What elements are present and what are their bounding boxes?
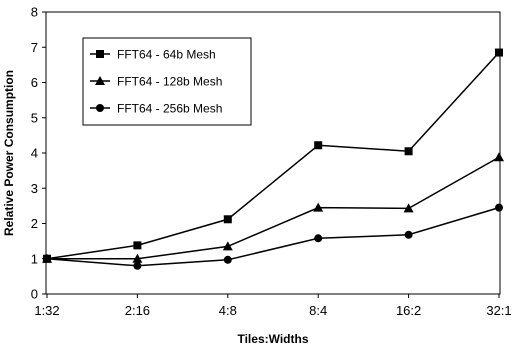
data-point-circle (404, 230, 413, 239)
data-point-circle (43, 254, 51, 263)
legend-marker-triangle (95, 76, 105, 85)
series-line (46, 52, 500, 260)
legend: FFT64 - 64b Mesh FFT64 - 128b Mesh FFT64 -… (82, 37, 252, 126)
legend-box (82, 37, 252, 126)
legend-label: FFT64 - 128b Mesh (117, 75, 222, 89)
data-point-circle (133, 261, 142, 270)
legend-item: FFT64 - 256b Mesh (90, 102, 222, 116)
x-tick-label: 16:2 (396, 303, 421, 318)
y-tick-label: 1 (31, 251, 38, 266)
data-point-triangle (494, 152, 504, 162)
data-point-triangle (313, 202, 324, 212)
data-point-triangle (222, 241, 233, 251)
series-triangle (42, 152, 504, 263)
data-point-circle (314, 234, 323, 243)
legend-marker-square (96, 50, 104, 58)
y-tick-label: 0 (31, 287, 38, 302)
y-axis: 0 1 2 3 4 5 6 7 8 (31, 5, 46, 302)
series-line (47, 156, 500, 260)
y-tick-label: 4 (31, 146, 38, 161)
y-tick-label: 7 (31, 40, 38, 55)
x-tick-label: 1:32 (34, 303, 59, 318)
x-tick-label: 4:8 (219, 303, 237, 318)
x-tick-label: 2:16 (125, 303, 150, 318)
series-circle (43, 203, 503, 270)
legend-item: FFT64 - 64b Mesh (90, 48, 216, 62)
x-axis-title: Tiles:Widths (237, 332, 308, 346)
data-point-square (223, 215, 232, 224)
x-tick-label: 8:4 (309, 303, 327, 318)
y-tick-label: 8 (31, 5, 38, 20)
legend-label: FFT64 - 256b Mesh (117, 102, 222, 116)
data-point-square (133, 241, 142, 250)
data-point-square (404, 147, 413, 156)
data-point-circle (495, 203, 503, 212)
series-line (46, 206, 500, 267)
data-point-square (314, 141, 323, 150)
series-layer (42, 48, 504, 270)
y-axis-title: Relative Power Consumption (2, 70, 16, 236)
x-axis: 1:32 2:16 4:8 8:4 16:2 32:1 (34, 294, 512, 318)
legend-marker-circle (96, 104, 104, 112)
legend-item: FFT64 - 128b Mesh (90, 75, 222, 89)
y-tick-label: 6 (31, 75, 38, 90)
data-point-square (495, 48, 503, 57)
y-tick-label: 2 (31, 216, 38, 231)
data-point-circle (223, 255, 232, 264)
x-tick-label: 32:1 (486, 303, 511, 318)
y-tick-label: 5 (31, 110, 38, 125)
y-tick-label: 3 (31, 181, 38, 196)
data-point-triangle (403, 203, 414, 213)
legend-label: FFT64 - 64b Mesh (117, 48, 216, 62)
data-point-triangle (132, 253, 143, 263)
